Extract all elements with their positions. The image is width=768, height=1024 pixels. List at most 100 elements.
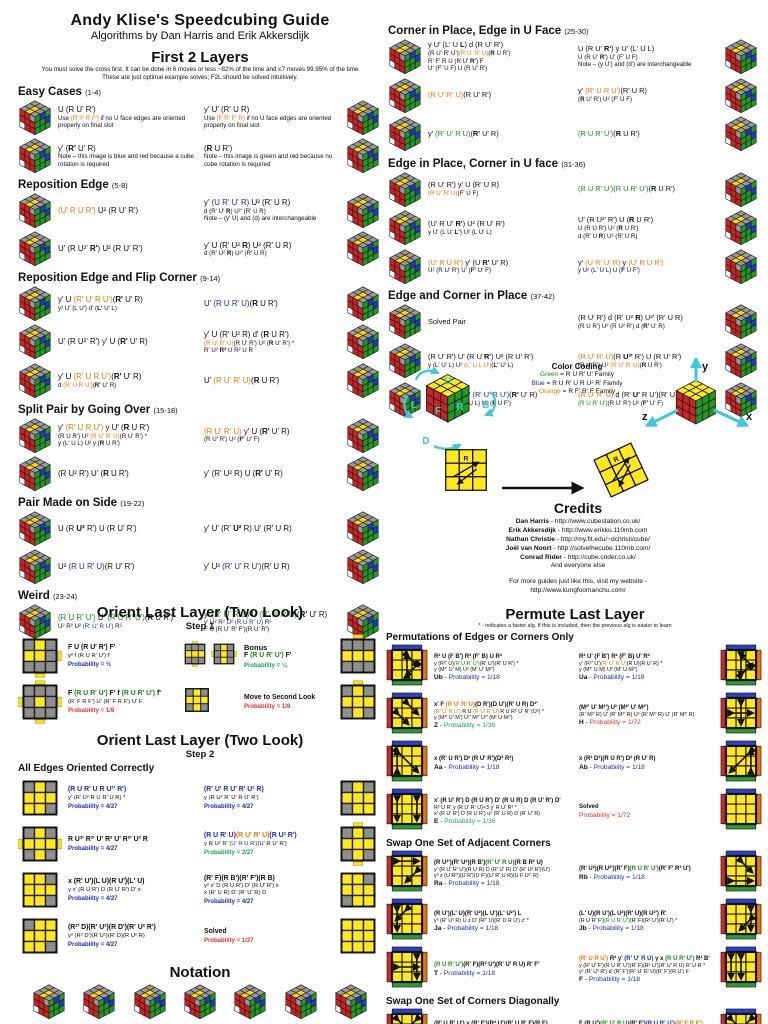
- example-grid-before: R: [438, 448, 494, 502]
- algorithm-line: y U² (L' U L) U (F U F'): [578, 267, 640, 275]
- section-heading: Easy Cases (1-4): [18, 85, 101, 98]
- algorithm-line: F U (R U' R' F')(R U' R'): [204, 626, 270, 634]
- algorithm-line: (U' R U R') y' (U R' U' R): [428, 257, 509, 267]
- case-label: Ab - Probability = 1/18: [579, 764, 645, 772]
- case-range: (5-8): [111, 180, 128, 190]
- axes-diagram: y x z: [640, 356, 758, 450]
- algorithm-line: (R U²')(R' U²)(R B')(R' U' R U)(R B R² U…: [434, 859, 543, 866]
- face-letter: R: [456, 402, 464, 413]
- case-range: (1-4): [85, 87, 101, 97]
- algorithm-line: y' U' (R' U R): [204, 105, 250, 115]
- algorithm-line: R² U' (F B') R² (F' B) U' R²: [579, 653, 650, 660]
- f2l-case-row: (R U' R' U)(R U' R') y' (R' U R U')(R' U …: [388, 77, 760, 115]
- algorithm-line: (R U' R' U) d (R' U' R U')(R' U R): [578, 390, 685, 400]
- algorithm-right: y' (R' U' R U) U (R' U' R U)(R' U' R) y' …: [200, 610, 346, 634]
- algorithm-line: x (R² D²)(R U R') D² (R U' R): [579, 755, 656, 762]
- algorithm-line: (R²' D)(R' U²)(R D')(R' U² R'): [68, 924, 156, 932]
- algorithm-line: (R U' R' U)(F' U F): [428, 190, 479, 198]
- color-coding-line: Orange = R F' R' F Family: [538, 388, 616, 396]
- algorithm-line: y (R' U' F')(R U R' U')(R' F)(R² U')(R' …: [579, 962, 706, 969]
- credit-line: And everyone else: [550, 562, 606, 570]
- algorithm-line: Note – (y U') and (d') are interchangeab…: [578, 61, 692, 69]
- algorithm-line: (R U' R') U' (R U R') U² (R U' R'): [428, 351, 534, 361]
- algorithm-line: R U²' R²' U' R² U' R²' U² R: [68, 835, 148, 843]
- algorithm-line: F U (R U' R') F': [68, 644, 116, 652]
- pll-case-image: [386, 946, 428, 992]
- algorithm-line: (L' U)(R U')(L U²)(R' U)(R U²') R': [579, 910, 667, 917]
- algorithm-line: (R U R' U')(R U' R') U² (F' U' F): [578, 400, 664, 408]
- algorithm-right: y' (R' U R U')(R' U R) (R U' R') U² (F' U…: [574, 86, 724, 103]
- cube-icon: [346, 137, 382, 175]
- case-label: Jb - Probability = 1/18: [579, 925, 644, 933]
- algorithm-line: y' U (R' U² R) d' (R U R'): [204, 330, 289, 340]
- algorithm-line: (R U' R' U)(R U' R'): [428, 89, 492, 99]
- algorithm-line: y' (R' U' R U)(R' U' R): [428, 128, 499, 138]
- algorithm-block: (L' U)(R U')(L U²)(R' U)(R U²') R' (R U R…: [575, 911, 720, 932]
- oll-step2-row: (R²' D)(R' U²)(R D')(R' U² R') y² (R² D')…: [18, 914, 382, 958]
- oll-case-image: [18, 680, 64, 724]
- cube-icon: [346, 362, 382, 400]
- algorithm-block: x (R' U R') D² (R U' R')(D² R²) Aa - Pro…: [430, 756, 575, 771]
- oll-case-image: [18, 634, 64, 678]
- cube-icon: [724, 248, 760, 286]
- algorithm-right: y' (R' U² R) U (R' U' R): [200, 469, 346, 478]
- algorithm-line: y' (R' U' R U) U (R' U' R U)(R' U' R): [204, 609, 328, 619]
- algorithm-line: x (R' U')(L U)(R U')(L' U): [68, 878, 145, 886]
- cube-icon: [18, 323, 54, 361]
- face-letter: L: [411, 400, 417, 411]
- credits-footer-url[interactable]: http://www.kungfoomanchu.com/: [530, 587, 626, 595]
- algorithm-line: d (R' U R) U² (R' U R): [578, 232, 638, 240]
- algorithm-line: U' (R U R' U)(R U R'): [204, 298, 278, 308]
- algorithm-line: y' U (R' U R U')(R' U' R): [58, 372, 142, 382]
- probability: Probability = 4/27: [68, 941, 118, 948]
- algorithm-line: (R U R' U')(R' F)(R² U')(R' U' R U) R' F…: [434, 961, 540, 968]
- credit-link-line[interactable]: Erik Akkersdijk - http://www.erikku.110m…: [508, 526, 648, 534]
- algorithm-line: y (M²' U' M') U²' M²' U²' (M' U M²'): [434, 715, 513, 722]
- algorithm-line: (M²' U' M²') U² (M²' U' M²'): [579, 704, 649, 711]
- oll2-title: Orient Last Layer (Two Look): [96, 732, 304, 749]
- algorithm-line: Use (F R' F' R) if no U face edges are o…: [204, 114, 332, 130]
- pll-case-image: [720, 692, 762, 738]
- f2l-case-row: y' (R' U R U') y U' (R U R') (R U R') U² …: [18, 417, 382, 455]
- algorithm-line: y U' (L U' L') U² (L U' L): [428, 228, 492, 236]
- credit-link-line[interactable]: Conrad Rider - http://cube.crider.co.uk/: [520, 553, 636, 561]
- algorithm-left: (U' R U R') U² (R U' R'): [54, 206, 200, 215]
- algorithm-line: y² z (U R²')(U R')(U F')(U' R' U R)(U F …: [434, 873, 539, 880]
- f2l-case-row: U² (R U R' U)(R U' R') y' U² (R' U' R U')…: [18, 548, 382, 586]
- probability: Probability = 1/27: [204, 938, 254, 945]
- algorithm-line: (R U')(L' U)(R' U²)(L U')(L' U²') L: [434, 910, 522, 917]
- bonus-images: [182, 685, 240, 720]
- algorithm-line: y' (R U' R' U')(R U R) D (R' U' R) D' (R…: [434, 866, 550, 873]
- oll-case-image: [336, 914, 382, 958]
- algorithm-block: (R U R' U')(R' F)(R² U')(R' U' R U) R' F…: [430, 962, 575, 977]
- algorithm-right: (R U R' U')(R U R' U')(R U R'): [574, 184, 724, 194]
- pll-case-row: (R U R' U')(R' F)(R² U')(R' U' R U) R' F…: [386, 946, 764, 993]
- case-range: (25-30): [564, 27, 589, 36]
- oll-step2-row: R U²' R²' U' R² U' R²' U² R Probability …: [18, 822, 382, 866]
- algorithm-line: (R' U R U') R² y' (R' U' R U) y x (R U R…: [579, 955, 710, 962]
- f2l-left-column: Andy Klise's Speedcubing Guide Algorithm…: [18, 12, 382, 641]
- face-letter: U: [444, 376, 451, 387]
- cube-icon: [724, 381, 760, 419]
- notation-label: R': [78, 1023, 120, 1024]
- credit-link-line[interactable]: Joël van Noort - http://solvethecube.110…: [505, 544, 651, 552]
- oll1-step: Step 1: [185, 621, 215, 632]
- credit-link-line[interactable]: Nathan Christie - http://my.fit.edu/~dch…: [506, 535, 650, 543]
- algorithm-left: (U' R U' R') U² (R U' R') y U' (L U' L') …: [424, 219, 574, 236]
- oll2-step: Step 2: [185, 749, 215, 760]
- face-letter: B: [482, 400, 489, 411]
- axis-label: z: [642, 411, 648, 423]
- algorithm-line: (U' R U' R') U² (R U' R'): [428, 219, 505, 228]
- algorithm-block: F (R U R' U') F' f (R U R' U') f' (R' F R…: [64, 690, 182, 713]
- algorithm-line: U (R U' R') y U' (L' U L): [578, 44, 655, 54]
- probability: Probability = 4/27: [68, 846, 118, 853]
- algorithm-line: Note – this image is green and red becau…: [204, 153, 333, 168]
- algorithm-line: U' (R U²' R') y' U (R' U' R): [58, 337, 148, 347]
- pll-title: Permute Last Layer: [505, 606, 645, 623]
- cube-icon: [346, 603, 382, 641]
- algorithm-block: x' F (R U' R' U)(D R')(D U')(R' U R) D²'…: [430, 702, 575, 729]
- doc-title: Andy Klise's Speedcubing Guide: [70, 12, 330, 29]
- algorithm-line: y (M²' U' M) U² (M' U' M²'): [434, 667, 495, 674]
- credit-link-line[interactable]: Dan Harris - http://www.cubestation.co.u…: [515, 518, 641, 525]
- cube-icon: [724, 77, 760, 115]
